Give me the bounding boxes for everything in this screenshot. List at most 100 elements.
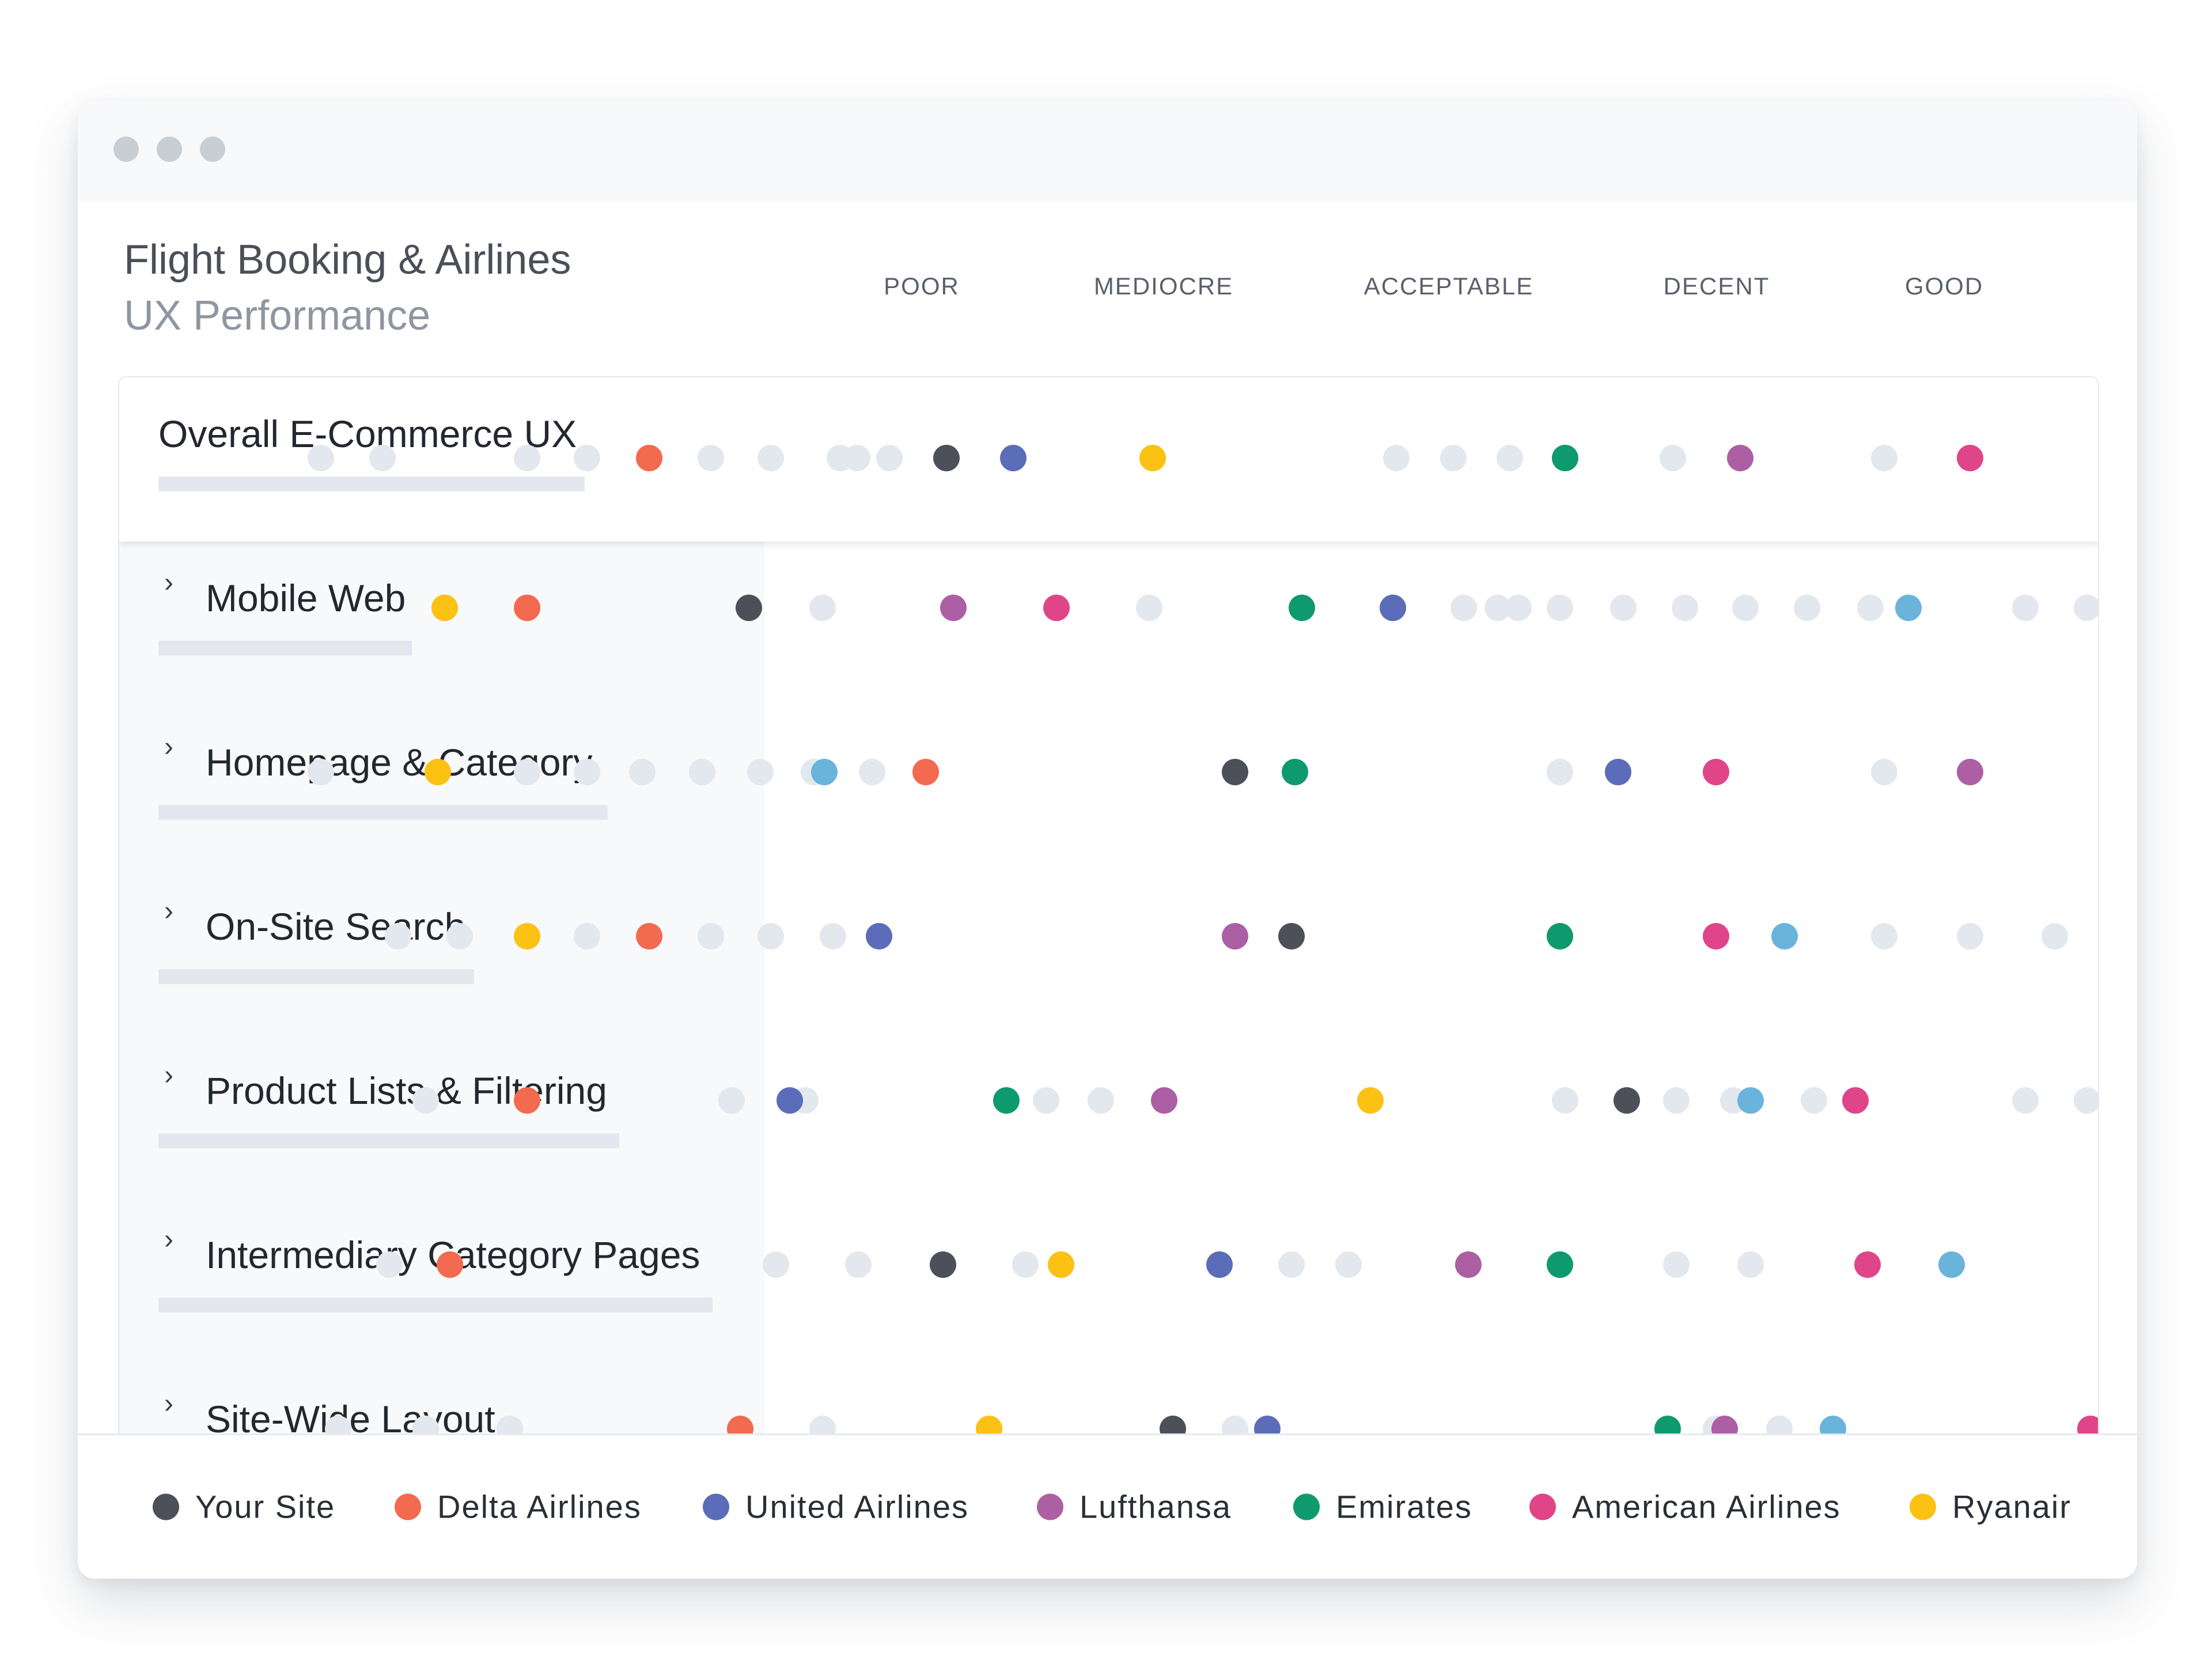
other-competitor-dot[interactable] [809, 595, 836, 621]
other-competitor-dot[interactable] [2012, 1087, 2039, 1114]
legend-item-lufthansa[interactable]: Lufthansa [1037, 1488, 1232, 1526]
other-competitor-dot[interactable] [845, 1251, 872, 1278]
other-competitor-dot[interactable] [1497, 445, 1524, 471]
emirates-dot[interactable] [1546, 1251, 1573, 1278]
ryanair-dot[interactable] [513, 923, 540, 949]
your-site-dot[interactable] [933, 445, 960, 471]
other-competitor-dot[interactable] [1012, 1251, 1039, 1278]
category-row[interactable]: › Intermediary Category Pages [119, 1198, 2098, 1363]
american-dot[interactable] [1043, 595, 1070, 621]
other-competitor-dot[interactable] [1660, 445, 1687, 471]
emirates-dot[interactable] [1551, 445, 1578, 471]
light-blue-dot[interactable] [1938, 1251, 1965, 1278]
ryanair-dot[interactable] [1048, 1251, 1075, 1278]
other-competitor-dot[interactable] [843, 445, 870, 471]
other-competitor-dot[interactable] [385, 923, 412, 949]
other-competitor-dot[interactable] [1672, 595, 1699, 621]
chevron-right-icon[interactable]: › [164, 896, 173, 926]
other-competitor-dot[interactable] [1278, 1251, 1305, 1278]
other-competitor-dot[interactable] [819, 923, 846, 949]
other-competitor-dot[interactable] [697, 923, 724, 949]
other-competitor-dot[interactable] [1551, 1087, 1578, 1114]
lufthansa-dot[interactable] [1221, 923, 1248, 949]
emirates-dot[interactable] [993, 1087, 1020, 1114]
other-competitor-dot[interactable] [2041, 923, 2068, 949]
other-competitor-dot[interactable] [2074, 595, 2098, 621]
other-competitor-dot[interactable] [689, 759, 716, 785]
emirates-dot[interactable] [1546, 923, 1573, 949]
other-competitor-dot[interactable] [1871, 759, 1898, 785]
legend-item-ryanair[interactable]: Ryanair [1910, 1488, 2071, 1526]
emirates-dot[interactable] [1282, 759, 1309, 785]
other-competitor-dot[interactable] [1857, 595, 1884, 621]
other-competitor-dot[interactable] [1801, 1087, 1828, 1114]
other-competitor-dot[interactable] [1957, 923, 1984, 949]
american-dot[interactable] [1703, 759, 1729, 785]
other-competitor-dot[interactable] [697, 445, 724, 471]
other-competitor-dot[interactable] [369, 445, 396, 471]
united-dot[interactable] [866, 923, 893, 949]
other-competitor-dot[interactable] [307, 759, 334, 785]
other-competitor-dot[interactable] [446, 923, 474, 949]
other-competitor-dot[interactable] [1546, 595, 1573, 621]
emirates-dot[interactable] [1289, 595, 1316, 621]
chevron-right-icon[interactable]: › [164, 568, 173, 598]
united-dot[interactable] [1380, 595, 1407, 621]
category-row[interactable]: › On-Site Search [119, 870, 2098, 1034]
other-competitor-dot[interactable] [1450, 595, 1477, 621]
close-window-icon[interactable] [113, 137, 139, 162]
ryanair-dot[interactable] [424, 759, 451, 785]
chevron-right-icon[interactable]: › [164, 1060, 173, 1091]
united-dot[interactable] [1206, 1251, 1233, 1278]
legend-item-your-site[interactable]: Your Site [153, 1488, 335, 1526]
chevron-right-icon[interactable]: › [164, 1389, 173, 1419]
lufthansa-dot[interactable] [1957, 759, 1984, 785]
other-competitor-dot[interactable] [757, 923, 785, 949]
other-competitor-dot[interactable] [1663, 1251, 1690, 1278]
your-site-dot[interactable] [929, 1251, 956, 1278]
other-competitor-dot[interactable] [574, 445, 601, 471]
other-competitor-dot[interactable] [1546, 759, 1573, 785]
delta-dot[interactable] [635, 923, 662, 949]
delta-dot[interactable] [513, 595, 540, 621]
light-blue-dot[interactable] [1895, 595, 1922, 621]
light-blue-dot[interactable] [1737, 1087, 1764, 1114]
legend-item-emirates[interactable]: Emirates [1293, 1488, 1472, 1526]
other-competitor-dot[interactable] [757, 445, 785, 471]
other-competitor-dot[interactable] [2012, 595, 2039, 621]
lufthansa-dot[interactable] [1455, 1251, 1482, 1278]
other-competitor-dot[interactable] [1737, 1251, 1764, 1278]
american-dot[interactable] [1854, 1251, 1881, 1278]
legend-item-united[interactable]: United Airlines [703, 1488, 969, 1526]
united-dot[interactable] [999, 445, 1027, 471]
american-dot[interactable] [1703, 923, 1729, 949]
united-dot[interactable] [1604, 759, 1631, 785]
american-dot[interactable] [1842, 1087, 1869, 1114]
other-competitor-dot[interactable] [574, 759, 601, 785]
legend-item-delta[interactable]: Delta Airlines [395, 1488, 642, 1526]
your-site-dot[interactable] [1221, 759, 1248, 785]
ryanair-dot[interactable] [431, 595, 458, 621]
category-row[interactable]: › Homepage & Category [119, 706, 2098, 870]
other-competitor-dot[interactable] [1663, 1087, 1690, 1114]
other-competitor-dot[interactable] [1135, 595, 1162, 621]
other-competitor-dot[interactable] [628, 759, 656, 785]
chevron-right-icon[interactable]: › [164, 1224, 173, 1255]
other-competitor-dot[interactable] [1871, 445, 1898, 471]
american-dot[interactable] [1957, 445, 1984, 471]
lufthansa-dot[interactable] [940, 595, 967, 621]
other-competitor-dot[interactable] [1088, 1087, 1115, 1114]
category-row[interactable]: › Product Lists & Filtering [119, 1034, 2098, 1198]
minimize-window-icon[interactable] [157, 137, 182, 162]
other-competitor-dot[interactable] [1794, 595, 1821, 621]
ryanair-dot[interactable] [1357, 1087, 1384, 1114]
other-competitor-dot[interactable] [1609, 595, 1637, 621]
delta-dot[interactable] [436, 1251, 463, 1278]
other-competitor-dot[interactable] [1383, 445, 1410, 471]
other-competitor-dot[interactable] [574, 923, 601, 949]
other-competitor-dot[interactable] [747, 759, 774, 785]
light-blue-dot[interactable] [1771, 923, 1798, 949]
other-competitor-dot[interactable] [2074, 1087, 2098, 1114]
other-competitor-dot[interactable] [1871, 923, 1898, 949]
light-blue-dot[interactable] [810, 759, 838, 785]
